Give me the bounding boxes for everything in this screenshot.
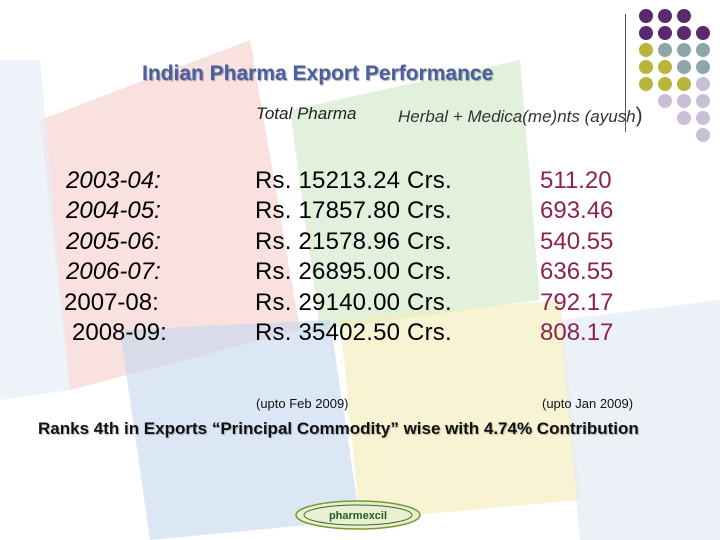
decorative-dot <box>677 111 691 125</box>
year-cell: 2004-05: <box>66 197 161 225</box>
ayush-cell: 636.55 <box>540 258 614 286</box>
decorative-dot <box>696 111 710 125</box>
decorative-dot <box>696 94 710 108</box>
decorative-dot <box>639 77 653 91</box>
ranking-statement: Ranks 4th in Exports “Principal Commodit… <box>38 419 639 438</box>
decorative-dot <box>658 26 672 40</box>
decorative-dot <box>658 60 672 74</box>
header-herbal-ayush: Herbal + Medica(me)nts (ayush) <box>398 104 643 128</box>
svg-text:pharmexcil: pharmexcil <box>329 510 387 522</box>
header-herbal-paren: ) <box>635 104 643 127</box>
total-cell: Rs. 17857.80 Crs. <box>255 197 452 225</box>
decorative-dot <box>639 60 653 74</box>
total-cell: Rs. 15213.24 Crs. <box>255 167 452 194</box>
decorative-divider <box>625 14 626 132</box>
total-cell: Rs. 35402.50 Crs. <box>255 319 452 347</box>
ayush-column: 511.20 693.46 540.55 636.55 792.17 808.1… <box>540 166 613 348</box>
decorative-dot <box>677 26 691 40</box>
header-herbal-label: Herbal + Medica(me)nts (ayush <box>398 107 636 126</box>
decorative-dot <box>639 26 653 40</box>
total-cell: Rs. 21578.96 Crs. <box>255 227 452 255</box>
ayush-cell: 808.17 <box>540 319 614 347</box>
total-cell: Rs. 26895.00 Crs. <box>255 258 452 286</box>
decorative-dot <box>677 77 691 91</box>
total-cell: Rs. 29140.00 Crs. <box>255 288 452 316</box>
total-pharma-column: Rs. 15213.24 Crs. Rs. 17857.80 Crs. Rs. … <box>255 166 452 348</box>
decorative-dot <box>677 43 691 57</box>
decorative-dot <box>658 9 672 23</box>
decorative-dot <box>677 60 691 74</box>
total-note: (upto Feb 2009) <box>256 396 349 411</box>
year-cell: 2003-04: <box>66 167 161 194</box>
decorative-dot <box>696 26 710 40</box>
decorative-dot <box>658 43 672 57</box>
decorative-dot <box>696 128 710 142</box>
decorative-dot <box>677 94 691 108</box>
decorative-dot <box>696 60 710 74</box>
ayush-cell: 693.46 <box>540 197 614 225</box>
decorative-dot-grid <box>639 9 710 142</box>
year-cell: 2005-06: <box>66 227 161 255</box>
decorative-dot <box>639 9 653 23</box>
ayush-note: (upto Jan 2009) <box>542 396 634 411</box>
year-cell: 2008-09: <box>72 319 167 347</box>
ayush-cell: 792.17 <box>540 288 614 316</box>
year-cell: 2007-08: <box>64 288 159 316</box>
decorative-dot <box>677 9 691 23</box>
slide-title: Indian Pharma Export Performance <box>142 62 494 85</box>
year-cell: 2006-07: <box>66 258 161 286</box>
decorative-dot <box>696 43 710 57</box>
years-column: 2003-04: 2004-05: 2005-06: 2006-07: 2007… <box>64 166 167 348</box>
header-total-pharma: Total Pharma <box>256 104 357 123</box>
ayush-cell: 511.20 <box>540 167 612 194</box>
decorative-dot <box>696 77 710 91</box>
decorative-dot <box>639 43 653 57</box>
pharmexcil-logo: pharmexcil <box>295 500 421 530</box>
decorative-dot <box>658 94 672 108</box>
ayush-cell: 540.55 <box>540 227 614 255</box>
decorative-dot <box>658 77 672 91</box>
